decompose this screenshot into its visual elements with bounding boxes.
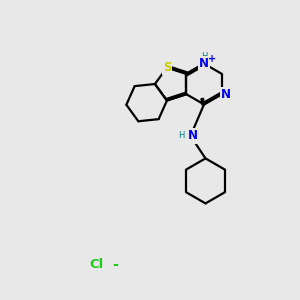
Text: -: -: [112, 256, 118, 272]
Text: +: +: [208, 54, 217, 64]
Text: S: S: [163, 61, 171, 74]
Text: H: H: [201, 52, 207, 61]
Text: N: N: [221, 88, 231, 101]
Text: H: H: [178, 131, 185, 140]
Text: Cl: Cl: [89, 257, 103, 271]
Text: N: N: [188, 129, 198, 142]
Text: N: N: [199, 57, 209, 70]
